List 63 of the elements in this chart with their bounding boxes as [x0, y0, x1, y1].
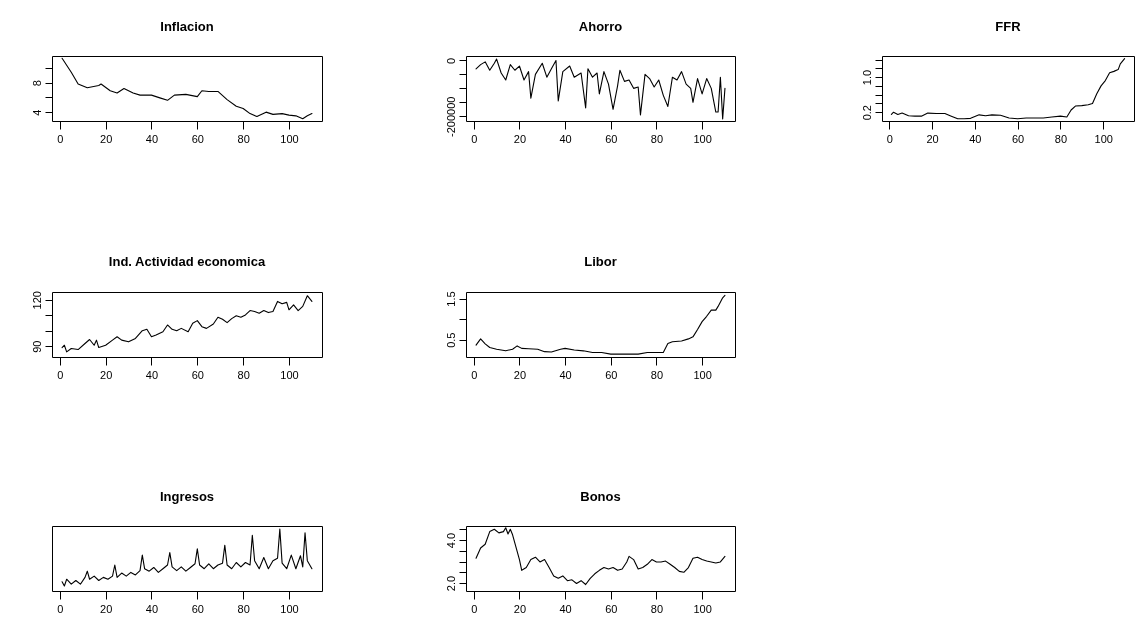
x-tick-label: 60 — [605, 602, 618, 615]
y-tick-label: 2.0 — [444, 575, 457, 592]
y-tick-label: 1.5 — [444, 291, 457, 307]
x-tick-label: 80 — [237, 368, 250, 381]
x-tick-label: 100 — [693, 602, 712, 615]
x-tick-label: 0 — [471, 132, 478, 145]
x-tick-label: 80 — [237, 132, 250, 145]
y-tick-label: 90 — [30, 340, 43, 353]
x-tick-label: 60 — [191, 602, 204, 615]
chart-title: Ind. Actividad economica — [108, 253, 266, 269]
x-tick-label: 20 — [513, 602, 527, 615]
y-tick-label: -200000 — [444, 96, 457, 137]
x-tick-label: 20 — [513, 368, 527, 381]
y-tick-label: 1.0 — [860, 69, 873, 86]
chart-title: Bonos — [580, 489, 621, 504]
x-tick-label: 80 — [650, 132, 664, 145]
x-tick-label: 20 — [100, 602, 113, 615]
x-tick-label: 80 — [650, 368, 664, 381]
x-tick-label: 60 — [605, 132, 618, 145]
x-tick-label: 40 — [559, 132, 572, 145]
y-tick-label: 0 — [444, 57, 457, 65]
x-tick-label: 40 — [969, 132, 982, 145]
x-tick-label: 100 — [693, 132, 712, 145]
y-tick-label: 0.5 — [444, 332, 457, 348]
chart-title: Libor — [584, 253, 617, 269]
x-tick-label: 60 — [1012, 132, 1025, 145]
line-series — [475, 294, 726, 355]
x-tick-label: 0 — [57, 368, 64, 381]
x-tick-label: 60 — [191, 132, 204, 145]
x-tick-label: 80 — [237, 602, 250, 615]
x-tick-label: 0 — [57, 132, 64, 145]
x-tick-label: 80 — [1054, 132, 1068, 145]
x-tick-label: 20 — [100, 368, 113, 381]
y-tick-label: 120 — [30, 291, 43, 310]
x-tick-label: 0 — [57, 602, 64, 615]
chart-title: Ahorro — [578, 19, 623, 34]
y-tick-label: 4.0 — [444, 532, 457, 549]
x-tick-label: 60 — [605, 368, 618, 381]
chart-title: Ingresos — [159, 489, 215, 504]
x-tick-label: 60 — [191, 368, 204, 381]
x-tick-label: 100 — [693, 368, 712, 381]
x-tick-label: 20 — [926, 132, 939, 145]
x-tick-label: 40 — [145, 368, 159, 381]
x-tick-label: 100 — [280, 132, 299, 145]
x-tick-label: 20 — [100, 132, 113, 145]
x-tick-label: 40 — [559, 602, 572, 615]
x-tick-label: 40 — [145, 132, 159, 145]
x-tick-label: 40 — [559, 368, 572, 381]
line-series — [61, 295, 313, 353]
x-tick-label: 100 — [280, 602, 299, 615]
chart-title: FFR — [995, 19, 1022, 34]
x-tick-label: 80 — [650, 602, 664, 615]
x-tick-label: 0 — [471, 602, 478, 615]
x-tick-label: 20 — [513, 132, 527, 145]
y-tick-label: 0.2 — [860, 105, 873, 121]
y-tick-label: 8 — [30, 80, 43, 87]
x-tick-label: 0 — [471, 368, 478, 381]
x-tick-label: 100 — [280, 368, 299, 381]
x-tick-label: 40 — [145, 602, 159, 615]
y-tick-label: 4 — [30, 109, 43, 116]
chart-title: Inflacion — [160, 19, 214, 34]
x-tick-label: 100 — [1094, 132, 1113, 145]
x-tick-label: 0 — [886, 132, 893, 145]
